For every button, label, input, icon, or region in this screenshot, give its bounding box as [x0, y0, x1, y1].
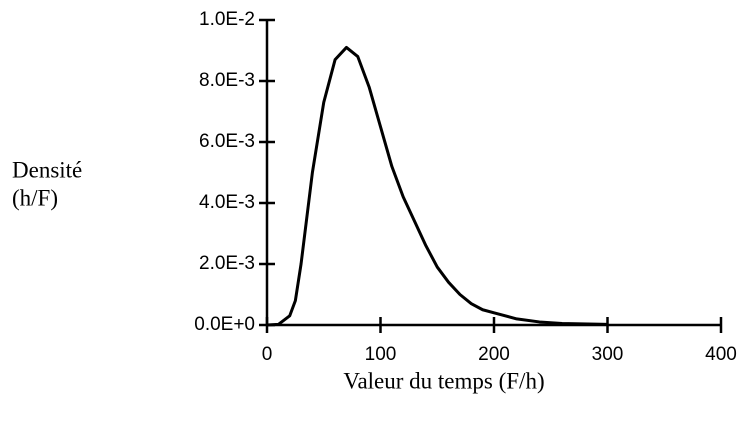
density-curve	[266, 45, 608, 327]
y-tick-label: 1.0E-2	[199, 9, 255, 30]
x-tick-label: 200	[478, 344, 510, 365]
y-tick-label: 4.0E-3	[199, 192, 255, 213]
x-tick-label: 0	[262, 344, 273, 365]
x-axis-label: Valeur du temps (F/h)	[343, 368, 544, 393]
y-tick-label: 6.0E-3	[199, 131, 255, 152]
y-axis-label: Densité	[12, 157, 82, 182]
y-tick-label: 8.0E-3	[199, 70, 255, 91]
y-axis-label: (h/F)	[12, 185, 58, 210]
x-tick-label: 400	[705, 344, 737, 365]
y-tick-label: 2.0E-3	[199, 253, 255, 274]
x-tick-label: 300	[592, 344, 624, 365]
y-tick-label: 0.0E+0	[194, 314, 255, 335]
x-tick-label: 100	[365, 344, 397, 365]
